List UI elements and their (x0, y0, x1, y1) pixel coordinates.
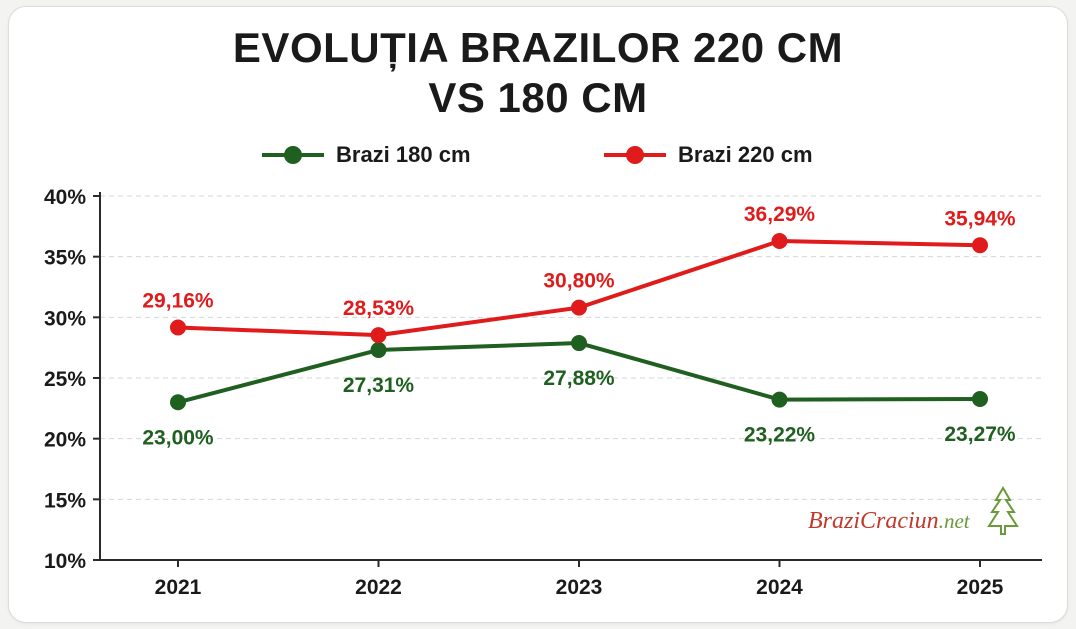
data-label: 30,80% (543, 270, 615, 293)
x-tick-label: 2021 (155, 576, 202, 599)
grid-lines (100, 195, 1042, 500)
watermark-text-net: .net (938, 509, 970, 533)
tree-icon (987, 486, 1019, 535)
y-tick-label: 30% (44, 307, 86, 330)
watermark-text-craciun: Craciun (860, 508, 939, 534)
data-point (370, 327, 387, 344)
legend-label-brazi-180: Brazi 180 cm (336, 142, 471, 167)
legend-swatch-red (604, 146, 666, 164)
x-tick-label: 2023 (556, 576, 603, 599)
data-point (771, 391, 788, 408)
data-label: 27,31% (343, 374, 415, 397)
y-tick-label: 35% (44, 247, 86, 270)
data-label: 29,16% (142, 290, 214, 313)
data-point (170, 319, 186, 336)
legend-swatch-green (262, 146, 324, 164)
series: 23,00% 27,31% 27,88% 23,22% 23,27% 29,16% 28,5… (142, 203, 1016, 449)
data-point (771, 233, 788, 250)
y-tick-label: 40% (44, 186, 86, 209)
data-label: 23,22% (744, 424, 816, 447)
data-label: 35,94% (944, 207, 1016, 230)
chart-title-line-2: VS 180 CM (428, 74, 648, 121)
legend-item-brazi-180: Brazi 180 cm (262, 140, 471, 170)
data-label: 27,88% (543, 367, 615, 390)
x-tick-label: 2024 (756, 576, 803, 599)
data-point (972, 237, 988, 254)
data-label: 23,27% (944, 423, 1016, 446)
chart-title-line-1: EVOLUȚIA BRAZILOR 220 CM (232, 24, 844, 71)
y-tick-label: 15% (44, 489, 86, 512)
data-label: 28,53% (343, 297, 415, 320)
watermark-brand: BraziCraciun.net (808, 486, 1019, 535)
data-label: 36,29% (744, 203, 816, 226)
data-point (170, 394, 186, 411)
watermark-text-brazi: Brazi (808, 508, 861, 534)
y-tick-label: 25% (44, 368, 86, 391)
data-point (370, 341, 387, 358)
legend-label-brazi-220: Brazi 220 cm (678, 142, 813, 167)
x-tick-label: 2025 (957, 576, 1004, 599)
x-tick-label: 2022 (355, 576, 402, 599)
data-point (972, 390, 988, 407)
y-tick-label: 20% (44, 429, 86, 452)
y-tick-label: 10% (44, 550, 86, 573)
data-point (571, 299, 587, 316)
legend-item-brazi-220: Brazi 220 cm (604, 140, 813, 170)
data-point (571, 335, 587, 352)
y-axis-ticks: 10% 15% 20% 25% 30% 35% 40% (44, 186, 100, 573)
x-axis-ticks: 2021 2022 2023 2024 2025 (155, 560, 1004, 599)
data-label: 23,00% (142, 426, 214, 449)
